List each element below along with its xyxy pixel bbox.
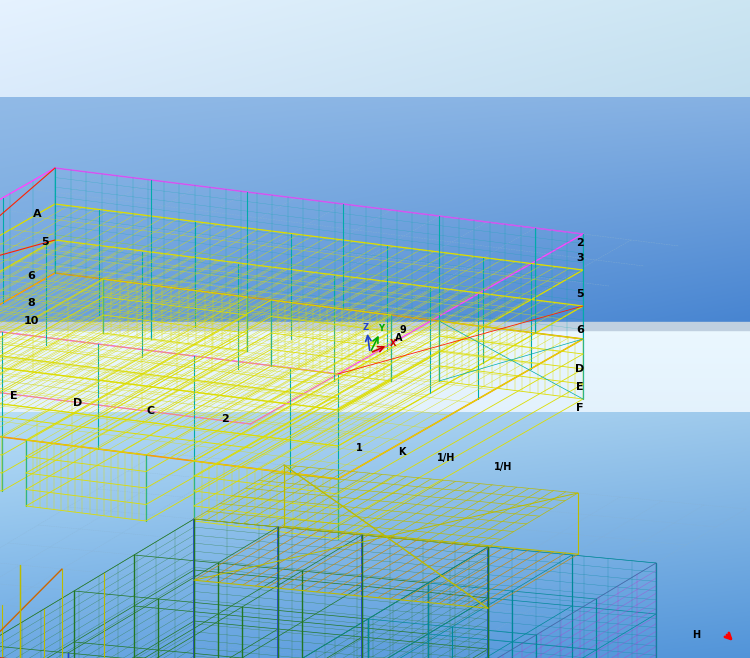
Text: H: H bbox=[692, 630, 700, 640]
Text: 8: 8 bbox=[27, 298, 34, 308]
Text: D: D bbox=[575, 364, 584, 374]
Text: E: E bbox=[10, 391, 17, 401]
Text: Y: Y bbox=[378, 324, 384, 333]
Text: C: C bbox=[147, 406, 155, 416]
Text: D: D bbox=[73, 398, 82, 408]
Text: 9: 9 bbox=[400, 325, 406, 335]
Text: 3: 3 bbox=[576, 253, 584, 263]
Text: F: F bbox=[576, 403, 584, 413]
Text: 6: 6 bbox=[27, 271, 35, 281]
Text: Z: Z bbox=[363, 323, 369, 332]
Text: 1/H: 1/H bbox=[494, 463, 512, 472]
Text: A: A bbox=[395, 333, 403, 343]
Text: 6: 6 bbox=[576, 325, 584, 335]
Text: 2: 2 bbox=[220, 414, 229, 424]
Text: K: K bbox=[398, 447, 406, 457]
Text: X: X bbox=[390, 339, 397, 348]
Text: 1: 1 bbox=[356, 443, 363, 453]
Text: A: A bbox=[33, 209, 42, 219]
Text: 5: 5 bbox=[576, 289, 584, 299]
Text: 1/H: 1/H bbox=[437, 453, 455, 463]
Text: E: E bbox=[576, 382, 584, 392]
Text: 2: 2 bbox=[576, 238, 584, 248]
Text: 5: 5 bbox=[41, 237, 50, 247]
Text: 10: 10 bbox=[23, 316, 39, 326]
